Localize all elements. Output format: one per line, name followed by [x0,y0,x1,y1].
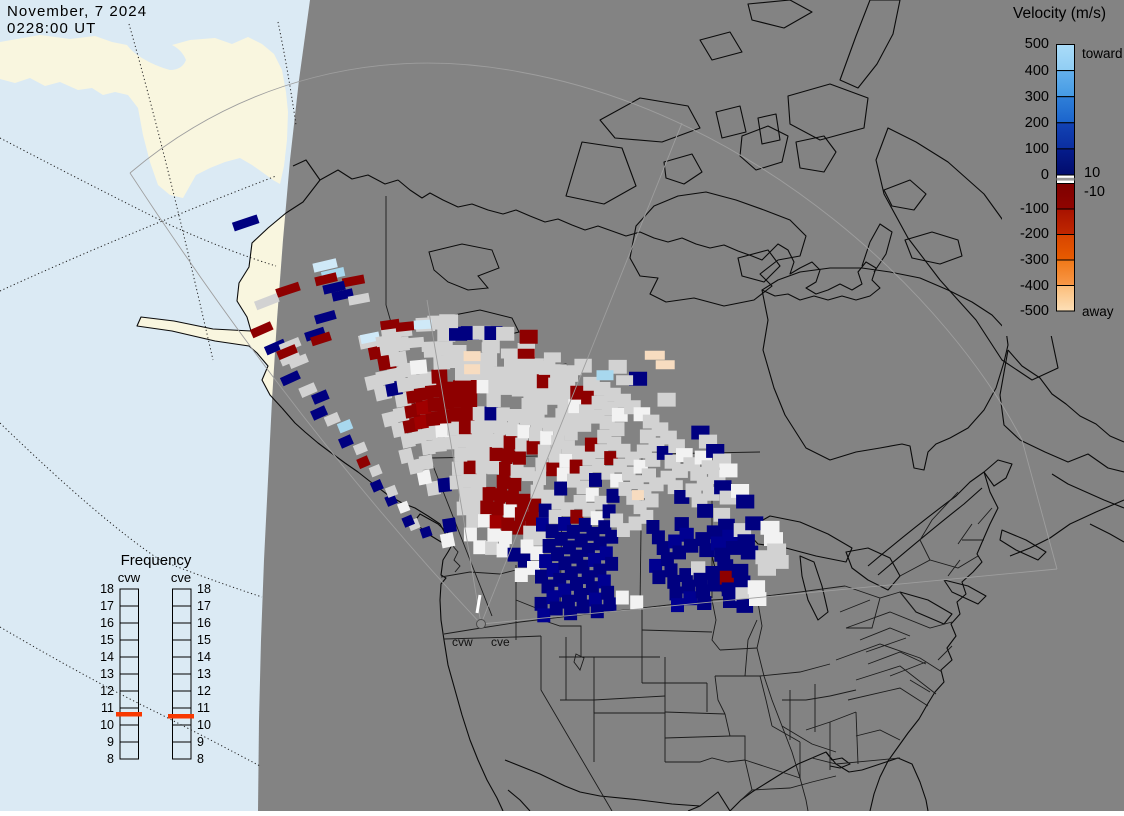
svg-text:12: 12 [100,684,114,698]
svg-text:-200: -200 [1020,226,1049,242]
svg-text:15: 15 [197,633,211,647]
svg-text:11: 11 [101,701,114,715]
svg-text:-100: -100 [1020,201,1049,217]
svg-text:300: 300 [1025,89,1049,105]
svg-text:100: 100 [1025,141,1049,157]
svg-text:400: 400 [1025,63,1049,79]
svg-text:12: 12 [197,684,211,698]
svg-text:cve: cve [491,635,510,649]
svg-text:18: 18 [100,582,114,596]
svg-text:17: 17 [100,599,114,613]
svg-text:cvw: cvw [118,570,141,585]
svg-text:cve: cve [171,570,191,585]
svg-text:14: 14 [100,650,114,664]
svg-text:0228:00 UT: 0228:00 UT [7,20,96,37]
svg-text:11: 11 [197,701,210,715]
svg-text:-500: -500 [1020,303,1049,319]
svg-text:200: 200 [1025,115,1049,131]
svg-text:Frequency: Frequency [121,552,192,569]
svg-text:0: 0 [1041,167,1049,183]
svg-text:10: 10 [197,718,211,732]
svg-text:10: 10 [100,718,114,732]
svg-text:toward: toward [1082,46,1123,61]
svg-text:-300: -300 [1020,252,1049,268]
svg-text:-10: -10 [1084,184,1105,200]
svg-text:16: 16 [197,616,211,630]
svg-text:cvw: cvw [452,635,473,649]
svg-text:8: 8 [107,752,114,766]
svg-text:13: 13 [197,667,211,681]
svg-text:13: 13 [100,667,114,681]
svg-text:18: 18 [197,582,211,596]
svg-text:10: 10 [1084,165,1100,181]
svg-text:November, 7 2024: November, 7 2024 [7,3,147,20]
svg-text:16: 16 [100,616,114,630]
svg-text:500: 500 [1025,36,1049,52]
svg-text:-400: -400 [1020,278,1049,294]
svg-text:9: 9 [107,735,114,749]
svg-text:15: 15 [100,633,114,647]
svg-text:14: 14 [197,650,211,664]
svg-text:8: 8 [197,752,204,766]
svg-text:away: away [1082,304,1114,319]
svg-text:9: 9 [197,735,204,749]
svg-text:Velocity (m/s): Velocity (m/s) [1013,5,1106,22]
svg-text:17: 17 [197,599,211,613]
